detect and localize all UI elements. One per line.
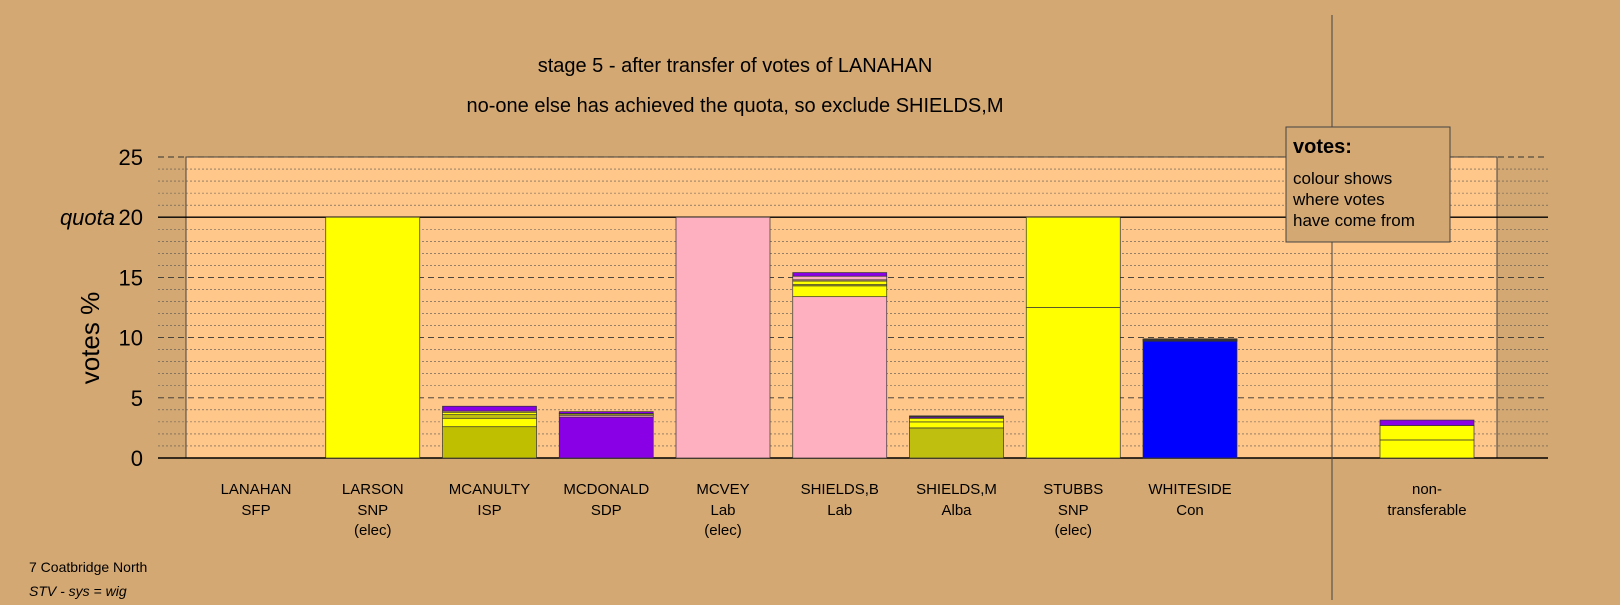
chart-subtitle: no-one else has achieved the quota, so e… [467, 95, 1004, 117]
candidate-name-label: LARSON [342, 481, 404, 498]
y-tick-label: 0 [131, 446, 143, 471]
candidate-status-label: (elec) [354, 522, 392, 539]
candidate-party-label: Alba [941, 502, 972, 519]
y-tick-label: 20 [119, 205, 143, 230]
candidate-name-label: SHIELDS,M [916, 481, 997, 498]
candidate-status-label: (elec) [1054, 522, 1092, 539]
legend-box [1285, 126, 1451, 243]
candidate-name-label: MCDONALD [563, 481, 649, 498]
bar-segment [909, 415, 1004, 417]
bar-segment [1379, 425, 1475, 441]
bar-segment [558, 411, 654, 414]
candidate-party-label: SNP [357, 502, 388, 519]
bar-segment [442, 426, 537, 459]
legend-line: colour shows [1293, 169, 1392, 188]
bar-segment [1025, 216, 1121, 308]
candidate-name-label: LANAHAN [221, 481, 292, 498]
bar-segment [1379, 439, 1475, 459]
candidate-party-label: SDP [591, 502, 622, 519]
candidate-party-label: SNP [1058, 502, 1089, 519]
quota-label: quota [60, 205, 115, 230]
bar-segment [792, 296, 888, 459]
bar-segment [1379, 419, 1475, 426]
candidate-status-label: (elec) [704, 522, 742, 539]
candidate-name-label: WHITESIDE [1148, 481, 1231, 498]
bar-segment [909, 421, 1004, 429]
bar-segment [325, 216, 421, 459]
bar-segment [1142, 338, 1238, 340]
candidate-party-label: Lab [827, 502, 852, 519]
bar-segment [442, 405, 537, 412]
bar-segment [1025, 307, 1121, 459]
footer-area-name: 7 Coatbridge North [29, 559, 148, 575]
candidate-name-label: SHIELDS,B [801, 481, 879, 498]
nontransferable-label-2: transferable [1387, 502, 1466, 519]
candidate-party-label: ISP [477, 502, 501, 519]
y-tick-label: 10 [119, 326, 143, 351]
chart-title: stage 5 - after transfer of votes of LAN… [538, 55, 933, 77]
bar-segment [442, 417, 537, 428]
bar-segment [558, 416, 654, 459]
candidate-name-label: MCANULTY [449, 481, 530, 498]
bar-segment [442, 411, 537, 416]
y-tick-label: 25 [119, 145, 143, 170]
nontransferable-label-1: non- [1412, 481, 1442, 498]
bar-segment [909, 427, 1004, 459]
candidate-name-label: MCVEY [696, 481, 749, 498]
bar-segment [909, 417, 1004, 423]
bar-segment [1142, 340, 1238, 459]
candidate-party-label: SFP [241, 502, 270, 519]
y-tick-label: 15 [119, 265, 143, 290]
legend-title: votes: [1293, 136, 1352, 158]
footer-system: STV - sys = wig [29, 583, 127, 599]
bar-segment [442, 414, 537, 419]
legend-line: where votes [1292, 190, 1385, 209]
bar-segment [792, 272, 888, 277]
bar-segment [792, 285, 888, 298]
bar-segment [792, 275, 888, 281]
candidate-name-label: STUBBS [1043, 481, 1103, 498]
candidate-party-label: Con [1176, 502, 1204, 519]
bar-segment [792, 280, 888, 285]
y-tick-label: 5 [131, 386, 143, 411]
candidate-party-label: Lab [710, 502, 735, 519]
legend-line: have come from [1293, 211, 1415, 230]
y-axis-label: votes % [75, 292, 105, 385]
bar-segment [675, 216, 771, 459]
